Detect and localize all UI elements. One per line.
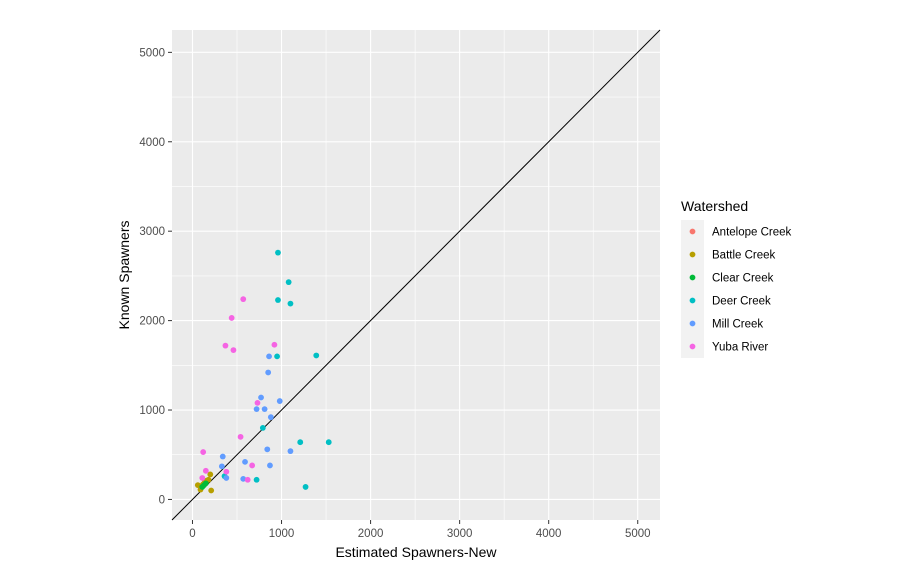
data-point bbox=[266, 353, 272, 360]
data-point bbox=[271, 341, 278, 348]
legend-entries: Antelope Creek Battle Creek Clear Creek Dee… bbox=[681, 220, 792, 358]
data-point bbox=[223, 475, 230, 481]
legend: Watershed Antelope Creek Battle Creek Clea… bbox=[681, 198, 792, 358]
data-point bbox=[261, 406, 268, 413]
data-point bbox=[313, 352, 320, 359]
data-point bbox=[219, 453, 226, 460]
data-point bbox=[267, 414, 274, 421]
data-point bbox=[259, 425, 266, 431]
data-point bbox=[240, 296, 247, 303]
data-point bbox=[244, 476, 251, 483]
y-axis-label: Known Spawners bbox=[116, 221, 132, 330]
legend-entry-label: Mill Creek bbox=[712, 319, 763, 331]
y-tick-label: 3000 bbox=[139, 226, 165, 238]
data-point bbox=[253, 476, 260, 483]
grid-lines bbox=[172, 30, 660, 520]
legend-entry-label: Battle Creek bbox=[712, 250, 776, 262]
y-axis: 0 1000 2000 3000 4000 5000 bbox=[139, 47, 172, 506]
reference-line bbox=[171, 29, 661, 521]
reference-line-layer bbox=[171, 29, 661, 521]
x-tick-label: 3000 bbox=[447, 528, 473, 540]
data-point bbox=[287, 448, 294, 455]
y-tick-label: 4000 bbox=[139, 137, 165, 149]
data-point bbox=[285, 279, 292, 286]
data-point bbox=[275, 297, 281, 303]
legend-entry-label: Clear Creek bbox=[712, 273, 774, 285]
legend-entry-label: Antelope Creek bbox=[712, 227, 792, 239]
legend-entry-label: Deer Creek bbox=[712, 296, 771, 308]
data-point bbox=[222, 342, 229, 349]
data-point bbox=[287, 300, 294, 307]
legend-key-swatch bbox=[689, 274, 696, 281]
data-point bbox=[237, 433, 244, 440]
legend-key-swatch bbox=[689, 343, 696, 350]
data-point bbox=[249, 462, 256, 469]
points-layer bbox=[194, 249, 332, 494]
x-tick-label: 4000 bbox=[536, 528, 562, 540]
data-point bbox=[253, 406, 260, 413]
x-tick-label: 1000 bbox=[269, 528, 295, 540]
x-axis-label: Estimated Spawners-New bbox=[335, 544, 497, 560]
data-point bbox=[207, 471, 214, 478]
data-point bbox=[258, 394, 264, 401]
x-tick-label: 0 bbox=[189, 528, 195, 540]
data-point bbox=[242, 458, 248, 465]
x-tick-label: 5000 bbox=[625, 528, 651, 540]
data-point bbox=[208, 487, 215, 494]
y-tick-label: 2000 bbox=[139, 316, 165, 328]
data-point bbox=[218, 463, 225, 470]
data-point bbox=[267, 462, 273, 469]
x-tick-label: 2000 bbox=[358, 528, 384, 540]
legend-key-swatch bbox=[689, 251, 696, 258]
data-point bbox=[240, 475, 247, 482]
y-tick-label: 5000 bbox=[139, 47, 165, 59]
data-point bbox=[325, 439, 332, 446]
data-point bbox=[199, 475, 206, 481]
data-point bbox=[274, 353, 280, 360]
legend-title: Watershed bbox=[681, 198, 748, 214]
data-point bbox=[230, 347, 237, 354]
data-point bbox=[254, 399, 261, 406]
data-point bbox=[275, 249, 281, 256]
data-point bbox=[200, 449, 207, 455]
data-point bbox=[276, 398, 283, 404]
y-tick-label: 1000 bbox=[139, 405, 165, 417]
legend-key-swatch bbox=[689, 320, 696, 327]
y-tick-label: 0 bbox=[159, 494, 165, 506]
x-axis: 0 1000 2000 3000 4000 5000 bbox=[189, 520, 651, 540]
data-point bbox=[297, 439, 304, 446]
data-point bbox=[202, 480, 209, 487]
data-point bbox=[265, 369, 272, 376]
data-point bbox=[302, 484, 309, 490]
data-point bbox=[264, 446, 271, 453]
data-point bbox=[202, 467, 209, 474]
legend-key-swatch bbox=[689, 297, 696, 304]
data-point bbox=[228, 315, 235, 321]
legend-key-swatch bbox=[689, 228, 696, 235]
data-point bbox=[223, 468, 230, 475]
legend-entry-label: Yuba River bbox=[712, 342, 768, 354]
